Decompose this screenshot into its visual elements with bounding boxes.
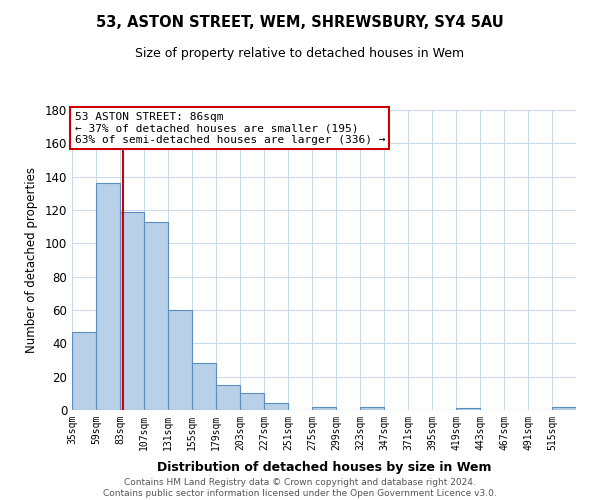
Bar bbox=[120, 212, 144, 410]
Text: 53 ASTON STREET: 86sqm
← 37% of detached houses are smaller (195)
63% of semi-de: 53 ASTON STREET: 86sqm ← 37% of detached… bbox=[74, 112, 385, 144]
Bar bbox=[96, 184, 120, 410]
Text: 53, ASTON STREET, WEM, SHREWSBURY, SY4 5AU: 53, ASTON STREET, WEM, SHREWSBURY, SY4 5… bbox=[96, 15, 504, 30]
Bar bbox=[216, 385, 240, 410]
Bar bbox=[72, 332, 96, 410]
Bar bbox=[312, 406, 336, 410]
Bar bbox=[456, 408, 480, 410]
Bar bbox=[192, 364, 216, 410]
Bar bbox=[240, 394, 264, 410]
Bar bbox=[552, 406, 576, 410]
X-axis label: Distribution of detached houses by size in Wem: Distribution of detached houses by size … bbox=[157, 461, 491, 474]
Bar bbox=[264, 404, 288, 410]
Bar bbox=[360, 406, 384, 410]
Bar bbox=[144, 222, 168, 410]
Y-axis label: Number of detached properties: Number of detached properties bbox=[25, 167, 38, 353]
Text: Size of property relative to detached houses in Wem: Size of property relative to detached ho… bbox=[136, 48, 464, 60]
Bar bbox=[168, 310, 192, 410]
Text: Contains HM Land Registry data © Crown copyright and database right 2024.
Contai: Contains HM Land Registry data © Crown c… bbox=[103, 478, 497, 498]
